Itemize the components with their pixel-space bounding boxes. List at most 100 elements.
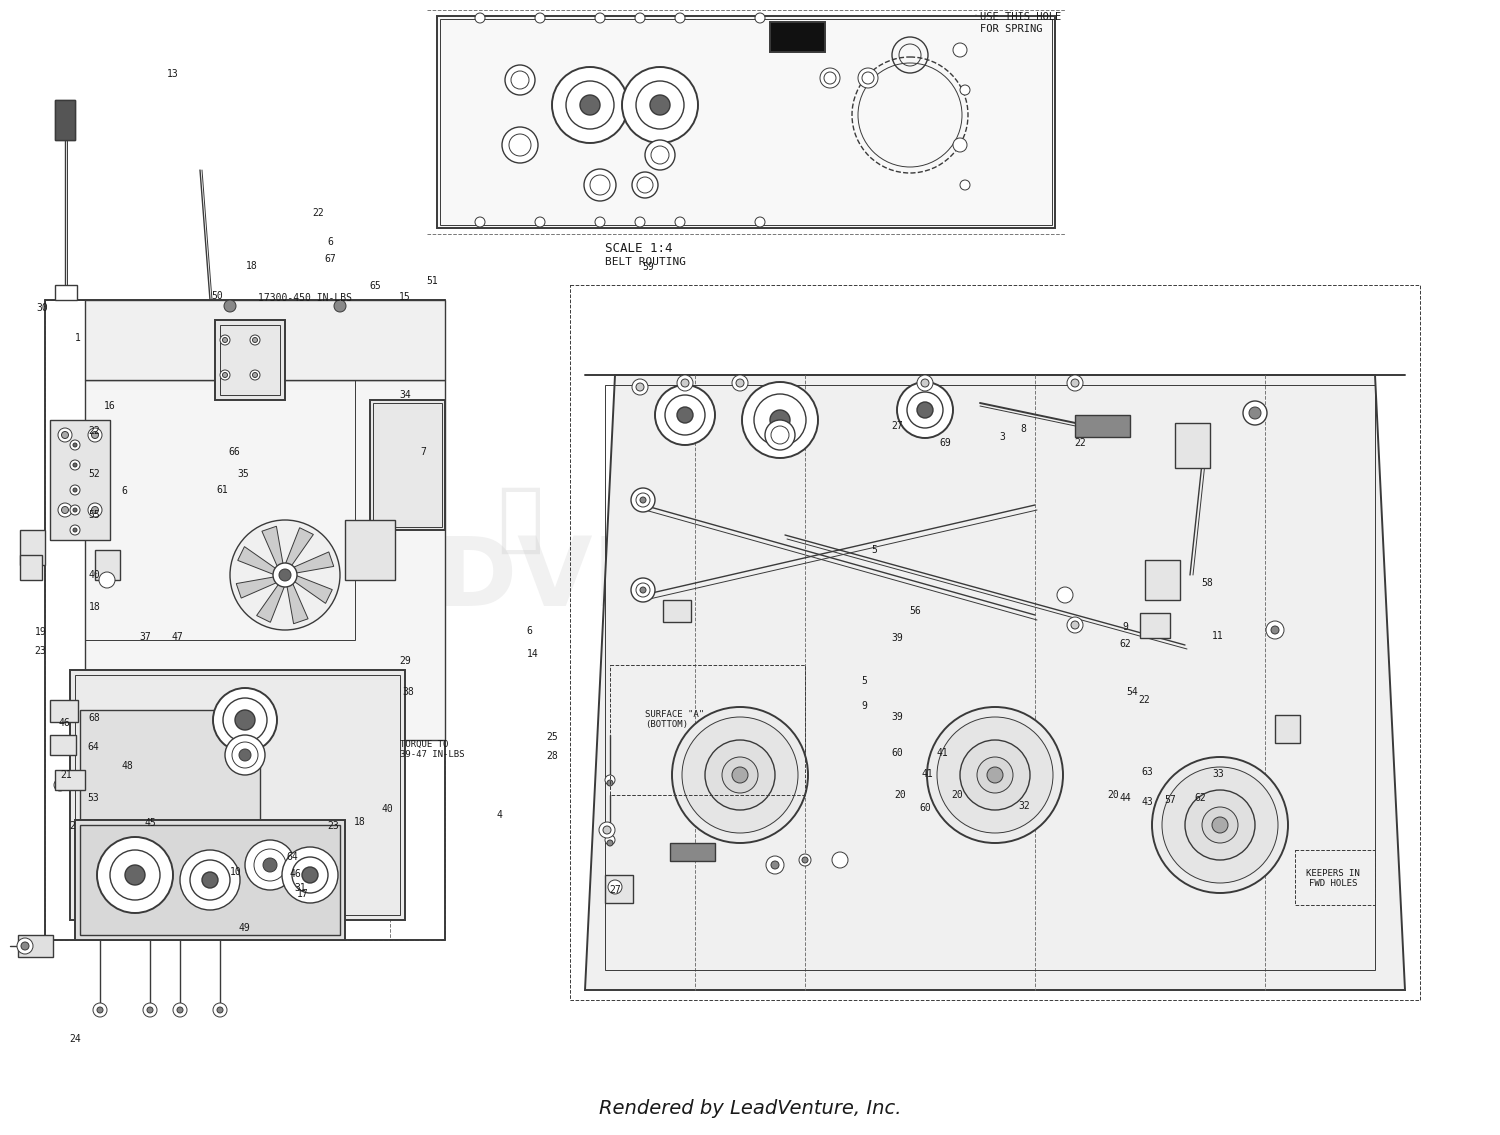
Text: 60: 60 (891, 748, 903, 757)
Bar (220, 325, 280, 395)
Circle shape (222, 372, 228, 378)
Circle shape (754, 217, 765, 227)
Text: 62: 62 (1119, 639, 1131, 648)
Text: 23: 23 (34, 647, 46, 656)
Polygon shape (285, 552, 333, 575)
Circle shape (664, 395, 705, 435)
Circle shape (636, 583, 650, 597)
Circle shape (217, 1007, 223, 1014)
Circle shape (722, 757, 758, 793)
Circle shape (636, 81, 684, 129)
Circle shape (833, 852, 848, 868)
Circle shape (632, 173, 658, 197)
Text: 22: 22 (1074, 438, 1086, 447)
Circle shape (244, 840, 296, 890)
Bar (50, 420, 110, 540)
Text: 4: 4 (496, 810, 502, 819)
Bar (1294, 850, 1376, 905)
Text: 15: 15 (399, 293, 411, 302)
Bar (56, 285, 76, 300)
Circle shape (142, 1003, 158, 1017)
Circle shape (1071, 621, 1078, 629)
Text: 65: 65 (369, 281, 381, 291)
Circle shape (21, 942, 28, 950)
Text: 47: 47 (171, 632, 183, 641)
Circle shape (632, 379, 648, 395)
Circle shape (92, 431, 99, 438)
Text: 64: 64 (87, 742, 99, 751)
Circle shape (675, 12, 686, 23)
Circle shape (632, 578, 656, 602)
Bar (45, 300, 446, 940)
Text: 64: 64 (286, 852, 298, 861)
Circle shape (1250, 407, 1262, 419)
Bar (50, 700, 78, 722)
Circle shape (1066, 617, 1083, 633)
Circle shape (98, 836, 172, 913)
Text: 22: 22 (312, 209, 324, 218)
Text: 45: 45 (144, 818, 156, 827)
Bar (50, 420, 110, 540)
Circle shape (476, 12, 484, 23)
Circle shape (506, 65, 536, 95)
Text: 1: 1 (75, 334, 81, 343)
Text: 25: 25 (546, 732, 558, 741)
Circle shape (952, 43, 968, 57)
Polygon shape (237, 575, 285, 598)
Bar (214, 320, 285, 400)
Bar (604, 385, 1376, 970)
Circle shape (252, 372, 258, 378)
Circle shape (771, 861, 778, 869)
Bar (94, 550, 120, 580)
Bar (1140, 613, 1170, 638)
Circle shape (74, 463, 76, 466)
Circle shape (754, 12, 765, 23)
Circle shape (202, 872, 217, 888)
Bar (670, 843, 716, 861)
Circle shape (682, 717, 798, 833)
Circle shape (596, 12, 604, 23)
Bar (86, 380, 446, 740)
Circle shape (960, 740, 1030, 810)
Circle shape (800, 854, 812, 866)
Text: USE THIS HOLE
FOR SPRING: USE THIS HOLE FOR SPRING (980, 12, 1062, 34)
Circle shape (1185, 790, 1256, 860)
Text: 51: 51 (426, 277, 438, 286)
Bar (770, 22, 825, 52)
Circle shape (675, 217, 686, 227)
Text: 20: 20 (1107, 790, 1119, 799)
Text: 29: 29 (399, 656, 411, 665)
Circle shape (771, 426, 789, 444)
Circle shape (640, 497, 646, 503)
Circle shape (1244, 401, 1268, 424)
Circle shape (230, 520, 340, 630)
Text: SCALE 1:4: SCALE 1:4 (604, 242, 672, 254)
Circle shape (70, 526, 80, 535)
Text: 39: 39 (891, 713, 903, 722)
Circle shape (584, 169, 616, 201)
Text: 2: 2 (69, 822, 75, 831)
Circle shape (225, 735, 266, 775)
Text: 33: 33 (1212, 770, 1224, 779)
Circle shape (74, 488, 76, 491)
Circle shape (74, 443, 76, 447)
Circle shape (172, 1003, 188, 1017)
Text: 22: 22 (88, 427, 101, 436)
Circle shape (282, 847, 338, 903)
Text: 28: 28 (546, 751, 558, 760)
Text: 17: 17 (297, 890, 309, 899)
Circle shape (603, 826, 610, 834)
Text: 21: 21 (60, 771, 72, 780)
Circle shape (88, 428, 102, 442)
Circle shape (897, 382, 952, 438)
Circle shape (279, 569, 291, 581)
Text: 40: 40 (381, 805, 393, 814)
Circle shape (88, 503, 102, 518)
Circle shape (177, 1007, 183, 1014)
Circle shape (681, 379, 688, 387)
Circle shape (858, 68, 877, 89)
Circle shape (742, 382, 818, 459)
Bar (1076, 415, 1130, 437)
Text: 20: 20 (894, 790, 906, 799)
Circle shape (590, 175, 610, 195)
